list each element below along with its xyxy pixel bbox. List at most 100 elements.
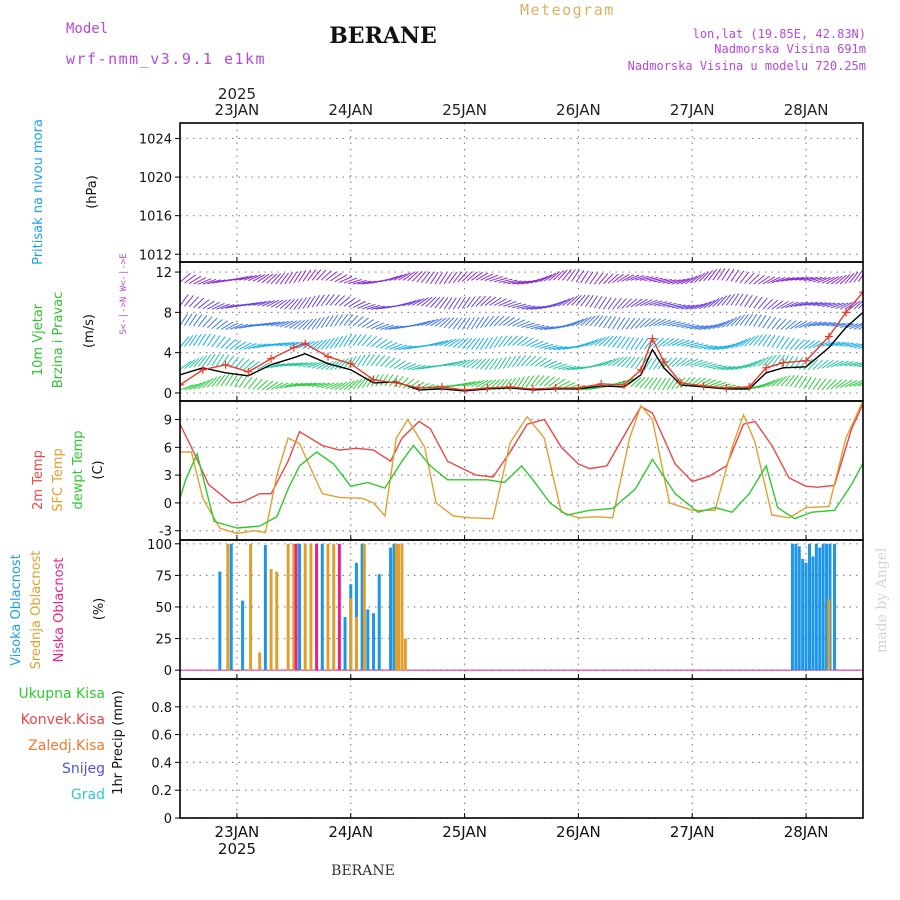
- wind-arrow: [644, 377, 654, 389]
- wind-arrow: [539, 326, 554, 330]
- wind-arrow: [493, 335, 503, 349]
- wind-arrow: [644, 357, 653, 371]
- wind-arrow: [416, 271, 427, 283]
- bar: [392, 543, 396, 671]
- wind-arrow: [789, 338, 800, 350]
- wind-arrow: [858, 346, 863, 349]
- wind-arrow: [853, 324, 863, 330]
- panel-inner: [180, 131, 863, 255]
- panel-frame: [179, 539, 864, 680]
- wind-arrow: [616, 356, 628, 367]
- wind-arrow: [530, 374, 540, 387]
- wind-arrow: [512, 319, 526, 327]
- wind-arrow: [471, 296, 481, 308]
- wind-arrow: [180, 384, 194, 391]
- wind-arrow: [807, 359, 819, 371]
- wind-arrow: [694, 325, 709, 330]
- wind-arrow: [384, 325, 399, 330]
- bar: [292, 543, 296, 671]
- wind-arrow: [270, 342, 285, 347]
- wind-arrow: [430, 271, 439, 285]
- wind-arrow: [266, 342, 281, 347]
- wind-arrow: [193, 314, 203, 327]
- wind-arrow: [534, 357, 547, 367]
- panel-inner: [180, 543, 863, 671]
- wind-arrow: [480, 316, 490, 329]
- wind-arrow: [434, 296, 445, 309]
- wind-arrow: [744, 313, 754, 326]
- wind-arrow: [748, 273, 760, 285]
- wind-arrow: [352, 378, 363, 390]
- wind-arrow: [216, 336, 226, 348]
- wind-arrow: [311, 295, 321, 308]
- wind-arrow: [630, 376, 642, 387]
- wind-arrow: [557, 269, 568, 281]
- wind-arrow: [525, 339, 539, 347]
- wind-arrow: [717, 320, 730, 329]
- wind-arrow: [671, 322, 686, 327]
- wind-arrow: [470, 316, 480, 330]
- wind-arrow: [808, 340, 821, 349]
- wind-arrow: [457, 271, 468, 283]
- wind-arrow: [502, 335, 513, 347]
- wind-arrow: [516, 336, 529, 347]
- wind-arrow: [339, 381, 351, 391]
- wind-arrow: [516, 280, 531, 285]
- wind-arrow: [511, 355, 521, 368]
- wind-arrow: [835, 302, 849, 310]
- wind-arrow: [298, 382, 313, 387]
- wind-arrow: [207, 279, 221, 285]
- wind-arrow: [284, 362, 299, 367]
- wind-arrow: [625, 317, 636, 330]
- wind-arrow: [434, 272, 443, 285]
- wind-arrow: [425, 296, 437, 308]
- wind-arrow: [238, 375, 248, 388]
- wind-arrow: [188, 357, 200, 369]
- series-line: [180, 311, 863, 392]
- wind-arrow: [489, 358, 499, 371]
- wind-label-line1: 10m Vjetar: [31, 303, 46, 376]
- wind-arrow: [507, 355, 517, 369]
- wind-arrow: [257, 343, 272, 348]
- wind-arrow: [712, 268, 722, 281]
- chart-kind: Meteogram: [520, 1, 615, 19]
- wind-arrow: [402, 300, 417, 307]
- wind-arrow: [680, 376, 691, 389]
- wind-arrow: [849, 380, 863, 387]
- wind-arrow: [402, 345, 417, 350]
- wind-arrow: [821, 322, 836, 326]
- wind-arrow: [653, 377, 662, 390]
- wind-arrow: [830, 360, 844, 368]
- wind-arrow: [471, 380, 485, 388]
- wind-arrow: [330, 382, 343, 390]
- footer-station: BERANE: [331, 863, 395, 879]
- wind-arrow: [188, 296, 200, 308]
- wind-arrow: [621, 298, 633, 309]
- wind-arrow: [739, 314, 749, 326]
- wind-arrow: [776, 300, 789, 310]
- wind-arrow: [507, 335, 518, 347]
- wind-arrow: [653, 318, 667, 327]
- wind-arrow: [430, 341, 444, 347]
- wind-arrow: [379, 373, 389, 387]
- wind-arrow: [698, 362, 713, 368]
- wind-arrow: [571, 269, 580, 282]
- wind-arrow: [858, 303, 863, 309]
- wind-arrow: [188, 275, 202, 285]
- wind-arrow: [275, 382, 289, 390]
- wind-arrow: [216, 303, 230, 310]
- wind-arrow: [384, 275, 399, 282]
- wind-arrow: [671, 357, 683, 368]
- wind-arrow: [389, 274, 403, 281]
- wind-arrow: [320, 315, 330, 329]
- wind-arrow: [425, 271, 435, 284]
- wind-arrow: [361, 319, 375, 328]
- wind-arrow: [389, 374, 399, 387]
- wind-arrow: [334, 295, 346, 306]
- wind-arrow: [584, 294, 594, 308]
- wind-arrow: [398, 377, 409, 388]
- wind-arrow: [830, 275, 843, 285]
- wind-arrow: [320, 361, 334, 370]
- bottom-year-label: 2025: [218, 840, 256, 858]
- wind-arrow: [302, 382, 317, 387]
